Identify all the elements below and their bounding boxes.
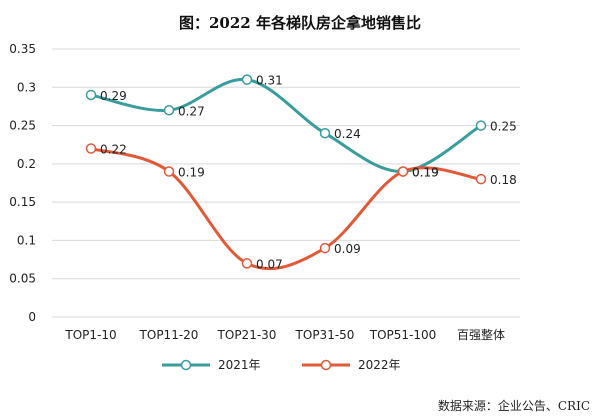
y-tick-label: 0.15 (9, 195, 36, 209)
data-label: 0.24 (334, 127, 361, 141)
series-layer (85, 74, 487, 271)
data-label: 0.22 (100, 143, 127, 157)
y-tick-label: 0.1 (17, 233, 36, 247)
data-label: 0.18 (490, 173, 517, 187)
gridlines (52, 48, 520, 318)
y-tick-label: 0.35 (9, 42, 36, 56)
source-note: 数据来源：企业公告、CRIC (438, 398, 590, 413)
data-point (85, 143, 97, 154)
x-axis: TOP1-10 TOP11-20 TOP21-30 TOP31-50 TOP51-100… (64, 327, 505, 342)
data-label: 0.27 (178, 104, 205, 118)
data-point (241, 74, 253, 85)
data-label: 0.19 (178, 166, 205, 180)
legend-label: 2022年 (358, 358, 401, 372)
x-tick-label: TOP1-10 (64, 328, 116, 342)
legend-label: 2021年 (218, 358, 261, 372)
x-tick-label: TOP31-50 (295, 328, 355, 342)
data-label: 0.19 (412, 166, 439, 180)
data-label: 0.07 (256, 257, 283, 271)
x-tick-label: TOP21-30 (217, 328, 277, 342)
data-point (475, 173, 487, 185)
y-tick-label: 0.25 (9, 119, 36, 133)
y-tick-label: 0.05 (9, 272, 36, 286)
x-tick-label: TOP51-100 (369, 328, 437, 342)
data-label: 0.31 (256, 74, 283, 88)
y-tick-label: 0.3 (17, 80, 36, 94)
data-label: 0.29 (100, 89, 127, 103)
y-tick-label: 0.2 (17, 157, 36, 171)
data-point (241, 258, 253, 269)
data-point (85, 89, 97, 101)
data-point (163, 105, 175, 116)
chart-title: 图：2022 年各梯队房企拿地销售比 (179, 14, 421, 32)
x-tick-label: 百强整体 (457, 327, 505, 342)
legend-marker (180, 359, 192, 371)
data-label: 0.19 (412, 166, 439, 180)
data-point (475, 120, 487, 131)
x-tick-label: TOP11-20 (139, 328, 199, 342)
legend-marker (320, 359, 332, 371)
y-tick-label: 0 (28, 310, 36, 324)
data-point (163, 166, 175, 177)
y-axis: 0 0.05 0.1 0.15 0.2 0.25 0.3 0.35 (9, 42, 36, 324)
data-point (319, 127, 331, 139)
data-point (319, 242, 331, 254)
data-label: 0.09 (334, 242, 361, 256)
data-point (397, 166, 409, 177)
data-labels: 0.29 0.27 0.31 0.24 0.19 0.25 0.22 0.19 0.07 0.09… (100, 74, 517, 272)
legend: 2021年 2022年 (162, 358, 401, 372)
data-label: 0.25 (490, 120, 517, 134)
